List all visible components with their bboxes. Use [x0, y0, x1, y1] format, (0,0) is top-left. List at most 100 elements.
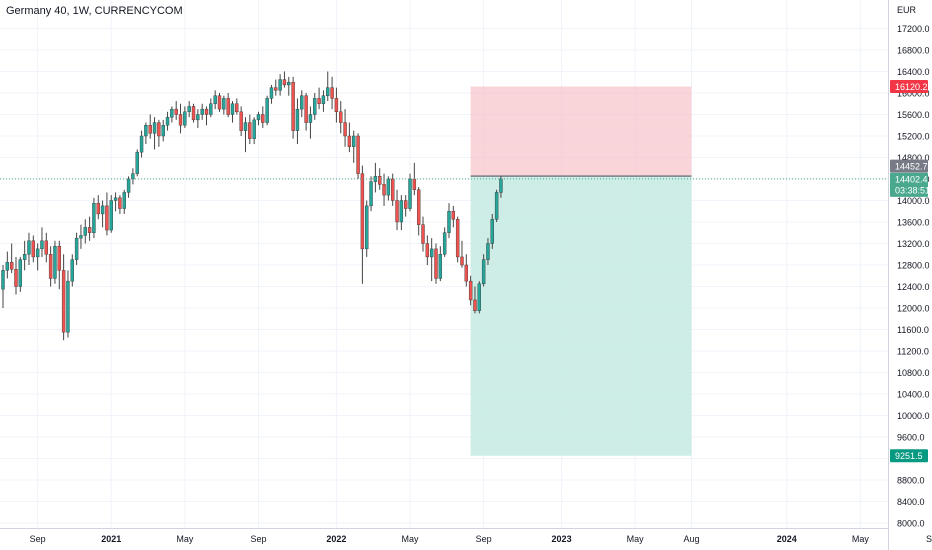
entry-price-text: 14452.7 [895, 162, 928, 172]
candle-body [321, 95, 326, 104]
time-axis[interactable]: Sep 2021 May Sep 2022 May Sep 2023 May Aug 2024 May… [30, 534, 932, 544]
candle-body [308, 114, 313, 123]
candle-body [248, 122, 252, 139]
time-tick-label: May [176, 534, 194, 544]
candle-body [191, 106, 196, 121]
take-profit-zone[interactable] [470, 176, 692, 456]
candle-body [425, 243, 430, 258]
candle-body [213, 95, 217, 104]
candle-body [477, 283, 481, 311]
candle-body [256, 114, 261, 121]
stop-price-text: 16120.2 [895, 82, 928, 92]
target-price-label: 9251.5 [890, 449, 928, 463]
price-tick-label: 14000.0 [897, 196, 930, 206]
candle-body [416, 189, 421, 225]
symbol-title[interactable]: Germany 40, 1W, CURRENCYCOM [6, 5, 183, 17]
candle-body [18, 259, 23, 287]
candle-body [109, 200, 113, 231]
candle-body [438, 254, 443, 279]
time-tick-label: Sep [926, 534, 932, 544]
candle-body [131, 173, 135, 180]
time-tick-label: 2024 [777, 534, 797, 544]
bar-countdown-text: 03:38:51 [895, 185, 930, 195]
candle-body [304, 95, 308, 123]
candle-body [66, 280, 70, 333]
candle-body [27, 240, 31, 255]
candle-body [122, 192, 126, 209]
time-tick-label: 2023 [552, 534, 572, 544]
candle-body [100, 205, 105, 215]
candle-body [170, 108, 174, 118]
price-tick-label: 12400.0 [897, 282, 930, 292]
candle-body [83, 227, 87, 236]
candle-body [200, 108, 204, 115]
price-tick-label: 10800.0 [897, 368, 930, 378]
candle-body [48, 254, 53, 279]
candle-body [161, 125, 165, 137]
candle-body [22, 254, 27, 260]
candle-body [399, 200, 404, 223]
candle-body [455, 219, 460, 258]
candle-body [113, 197, 118, 201]
candle-body [486, 243, 490, 260]
stop-price-label: 16120.2 [890, 80, 928, 94]
candle-body [135, 151, 139, 174]
candle-body [239, 111, 243, 131]
candle-body [434, 248, 438, 279]
candle-body [5, 262, 10, 271]
candle-body [378, 176, 382, 185]
time-tick-label: 2021 [101, 534, 121, 544]
candle-body [464, 264, 469, 282]
candle-body [105, 205, 109, 231]
price-tick-label: 13200.0 [897, 239, 930, 249]
candle-body [35, 248, 40, 258]
candle-body [490, 219, 494, 244]
candle-body [494, 192, 499, 220]
price-tick-label: 12800.0 [897, 261, 930, 271]
candle-body [274, 87, 278, 91]
candle-body [473, 299, 477, 311]
candle-body [165, 116, 170, 126]
candle-body [139, 135, 144, 153]
target-price-text: 9251.5 [895, 451, 923, 461]
candle-body [1, 270, 5, 290]
candle-body [40, 240, 44, 250]
candle-body [339, 111, 343, 123]
candle-body [447, 211, 451, 233]
candle-body [442, 232, 447, 255]
candle-body [391, 178, 395, 201]
candle-body [118, 197, 122, 209]
time-tick-label: May [402, 534, 420, 544]
candle-body [144, 125, 148, 137]
price-tick-label: 16400.0 [897, 67, 930, 77]
price-tick-label: 14800.0 [897, 153, 930, 163]
candle-body [265, 98, 269, 123]
candle-body [282, 79, 287, 86]
candle-body [226, 98, 230, 115]
candle-body [230, 103, 235, 115]
price-tick-label: 8000.0 [897, 519, 925, 529]
entry-price-label: 14452.7 [890, 159, 928, 173]
price-tick-label: 16800.0 [897, 46, 930, 56]
candlestick-series [1, 71, 503, 341]
candle-body [222, 98, 226, 110]
candle-body [369, 181, 373, 207]
currency-label: EUR [897, 5, 917, 15]
candle-body [334, 98, 339, 113]
candle-body [178, 114, 183, 126]
price-tick-label: 16000.0 [897, 89, 930, 99]
candle-body [261, 114, 265, 123]
candle-body [92, 202, 96, 233]
price-tick-label: 10400.0 [897, 390, 930, 400]
stop-loss-zone[interactable] [470, 86, 692, 177]
candle-body [313, 98, 317, 115]
current-price-text: 14402.4 [895, 174, 928, 184]
candle-body [352, 135, 356, 147]
candle-body [287, 82, 291, 86]
candle-body [187, 106, 191, 113]
candle-body [326, 87, 330, 96]
candle-body [356, 135, 360, 174]
candle-body [31, 240, 36, 258]
current-price-label: 14402.4 03:38:51 [890, 172, 930, 197]
